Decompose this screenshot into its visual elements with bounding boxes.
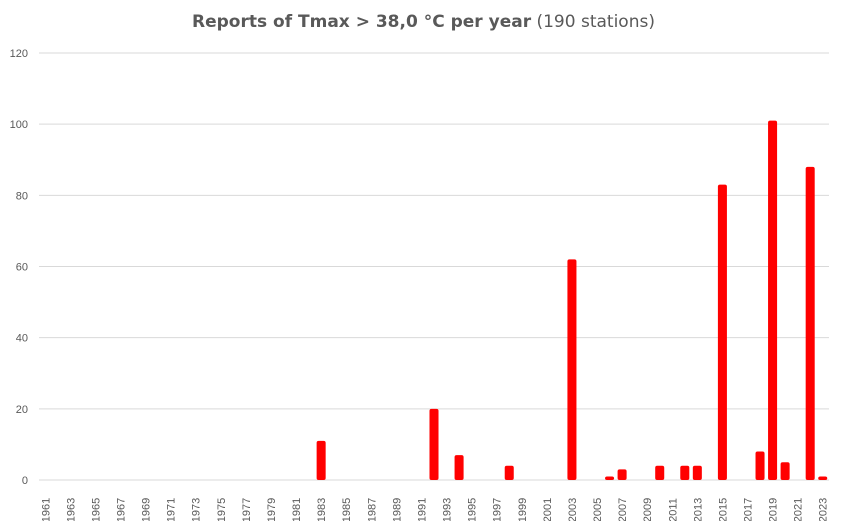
bar-2012 [680, 465, 690, 480]
bar-1994 [454, 455, 464, 480]
x-tick-label: 1977 [241, 498, 253, 521]
x-tick-label: 1987 [366, 498, 378, 521]
x-tick-label: 1983 [316, 498, 328, 521]
x-tick-label: 1993 [442, 498, 454, 521]
bar-2023 [818, 476, 828, 480]
x-tick-label: 2019 [768, 498, 780, 521]
x-tick-label: 2005 [592, 498, 604, 521]
x-tick-label: 2023 [818, 498, 830, 521]
y-axis-ticks: 0 20 40 60 80 100 120 [10, 48, 28, 487]
bars [316, 120, 828, 481]
x-tick-label: 1971 [166, 498, 178, 521]
bar-2013 [692, 465, 702, 480]
bar-2018 [755, 451, 765, 480]
x-tick-label: 2009 [642, 498, 654, 521]
x-tick-label: 1999 [517, 498, 529, 521]
y-tick-label: 100 [10, 119, 28, 131]
bar-2020 [780, 462, 790, 480]
x-tick-label: 1965 [90, 498, 102, 521]
chart-title-main: Reports of Tmax > 38,0 °C per year [192, 12, 532, 32]
x-tick-label: 1995 [467, 498, 479, 521]
x-tick-label: 2021 [793, 498, 805, 521]
bar-1983 [316, 440, 326, 480]
bar-2019 [768, 120, 778, 480]
x-tick-label: 2017 [742, 498, 754, 521]
y-tick-label: 40 [16, 333, 28, 345]
x-tick-label: 1967 [116, 498, 128, 521]
bar-2006 [605, 476, 615, 480]
x-tick-label: 2003 [567, 498, 579, 521]
x-tick-label: 1961 [40, 498, 52, 521]
bar-2010 [655, 465, 665, 480]
y-tick-label: 20 [16, 404, 28, 416]
bar-2015 [717, 184, 727, 481]
chart-title: Reports of Tmax > 38,0 °C per year (190 … [0, 12, 847, 32]
y-tick-label: 0 [22, 475, 28, 487]
bar-1998 [504, 465, 514, 480]
x-tick-label: 1997 [492, 498, 504, 521]
x-tick-label: 1985 [341, 498, 353, 521]
x-tick-label: 1979 [266, 498, 278, 521]
x-tick-label: 1981 [291, 498, 303, 521]
x-tick-label: 2015 [717, 498, 729, 521]
x-tick-label: 2013 [692, 498, 704, 521]
x-tick-label: 1973 [191, 498, 203, 521]
x-tick-label: 1989 [391, 498, 403, 521]
bar-2007 [617, 469, 627, 480]
x-tick-label: 1975 [216, 498, 228, 521]
y-tick-label: 80 [16, 190, 28, 202]
bar-2003 [567, 259, 577, 480]
x-tick-label: 1963 [65, 498, 77, 521]
bar-2022 [805, 166, 815, 480]
x-tick-label: 1969 [141, 498, 153, 521]
x-tick-label: 2001 [542, 498, 554, 521]
x-tick-label: 1991 [416, 498, 428, 521]
x-tick-label: 2011 [667, 498, 679, 521]
y-tick-label: 120 [10, 48, 28, 60]
x-tick-label: 2007 [617, 498, 629, 521]
x-axis-ticks: 1961 1963 1965 1967 1969 1971 1973 1975 1977 1979… [40, 498, 829, 521]
bar-1992 [429, 408, 439, 480]
y-tick-label: 60 [16, 262, 28, 274]
chart-subtitle: (190 stations) [536, 12, 655, 32]
